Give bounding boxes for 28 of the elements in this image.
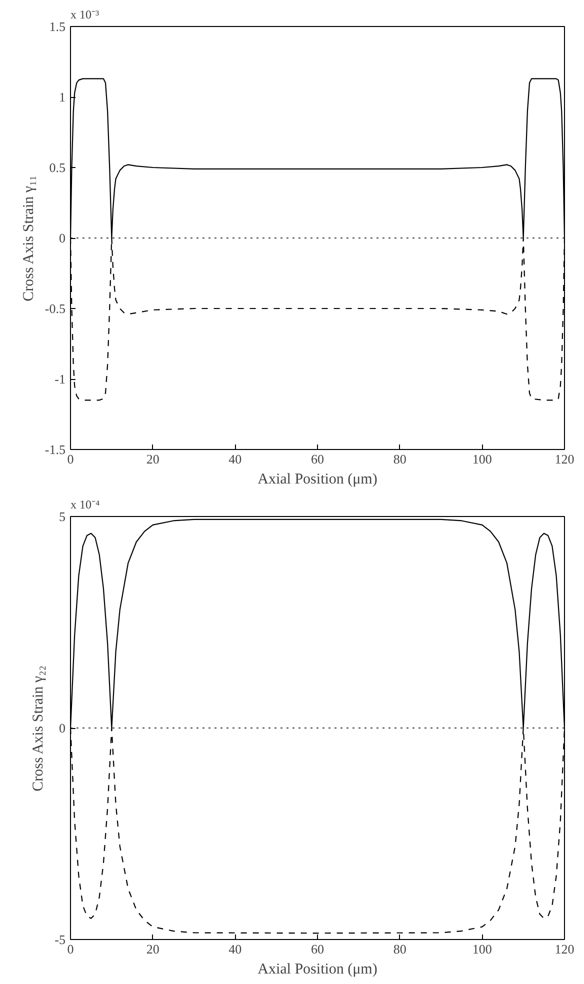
x-tick-label: 20 <box>146 452 160 466</box>
y-tick-label: 0.5 <box>49 160 66 175</box>
x-tick-label: 80 <box>393 942 406 956</box>
y-tick-label: 1.5 <box>49 19 66 34</box>
x-tick-label: 40 <box>228 942 242 956</box>
x-axis-title: Axial Position (μm) <box>258 472 378 488</box>
y-axis-title: Cross Axis Strain γ₂₂ <box>30 665 47 792</box>
x-tick-label: 120 <box>554 942 574 956</box>
y-tick-label: 0 <box>59 230 66 246</box>
y-tick-label: 5 <box>59 509 66 524</box>
x-tick-label: 40 <box>228 452 242 466</box>
y-tick-label: 0 <box>59 720 66 736</box>
x-tick-label: 60 <box>311 452 324 466</box>
x-tick-label: 100 <box>472 452 492 466</box>
y-tick-label: -1.5 <box>44 442 66 457</box>
text: x 10⁻⁴ <box>70 498 100 512</box>
y-tick-label: 1 <box>59 90 66 104</box>
y-tick-label: -5 <box>54 932 66 947</box>
y-tick-label: -0.5 <box>44 301 66 316</box>
x-tick-label: 60 <box>311 942 324 956</box>
x-tick-label: 120 <box>554 452 574 466</box>
y-tick-label: -1 <box>54 372 66 386</box>
x-tick-label: 80 <box>393 452 406 466</box>
y-axis-title: Cross Axis Strain γ₁₁ <box>20 175 37 302</box>
x-tick-label: 20 <box>146 942 160 956</box>
x-axis-title: Axial Position (μm) <box>258 962 378 978</box>
x-tick-label: 100 <box>472 942 492 956</box>
text: x 10⁻³ <box>70 8 100 22</box>
